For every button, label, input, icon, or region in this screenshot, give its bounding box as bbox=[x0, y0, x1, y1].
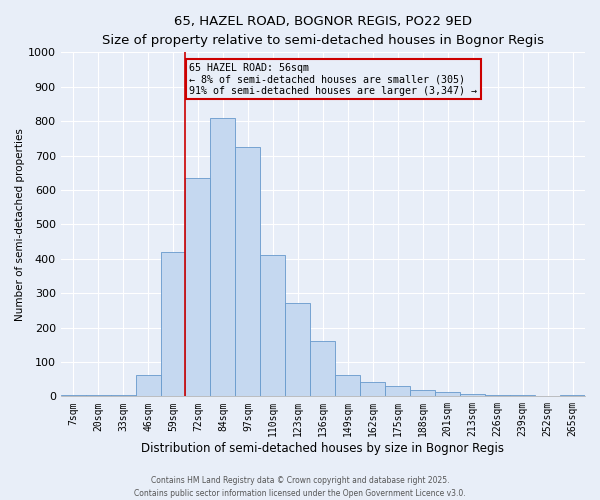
Text: Contains HM Land Registry data © Crown copyright and database right 2025.
Contai: Contains HM Land Registry data © Crown c… bbox=[134, 476, 466, 498]
Bar bbox=[286, 304, 310, 396]
Bar bbox=[435, 392, 460, 396]
Bar bbox=[560, 395, 585, 396]
Bar bbox=[235, 147, 260, 396]
Title: 65, HAZEL ROAD, BOGNOR REGIS, PO22 9ED
Size of property relative to semi-detache: 65, HAZEL ROAD, BOGNOR REGIS, PO22 9ED S… bbox=[102, 15, 544, 47]
Text: 65 HAZEL ROAD: 56sqm
← 8% of semi-detached houses are smaller (305)
91% of semi-: 65 HAZEL ROAD: 56sqm ← 8% of semi-detach… bbox=[189, 62, 477, 96]
Bar bbox=[335, 374, 360, 396]
Bar bbox=[460, 394, 485, 396]
Bar bbox=[360, 382, 385, 396]
Bar bbox=[485, 394, 510, 396]
Bar bbox=[510, 395, 535, 396]
Bar bbox=[260, 256, 286, 396]
Bar bbox=[211, 118, 235, 396]
Y-axis label: Number of semi-detached properties: Number of semi-detached properties bbox=[15, 128, 25, 321]
Bar bbox=[185, 178, 211, 396]
Bar bbox=[310, 342, 335, 396]
X-axis label: Distribution of semi-detached houses by size in Bognor Regis: Distribution of semi-detached houses by … bbox=[142, 442, 505, 455]
Bar bbox=[136, 374, 161, 396]
Bar bbox=[385, 386, 410, 396]
Bar bbox=[161, 252, 185, 396]
Bar bbox=[410, 390, 435, 396]
